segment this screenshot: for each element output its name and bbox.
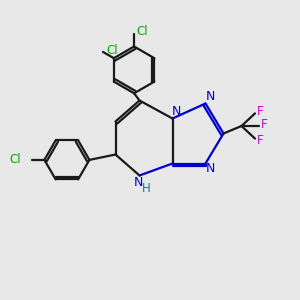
Text: Cl: Cl	[106, 44, 118, 57]
Text: Cl: Cl	[137, 25, 148, 38]
Text: H: H	[142, 182, 151, 195]
Text: F: F	[261, 118, 268, 131]
Text: N: N	[205, 90, 215, 104]
Text: N: N	[206, 162, 216, 176]
Text: F: F	[257, 105, 264, 119]
Text: N: N	[133, 176, 143, 189]
Text: N: N	[171, 105, 181, 119]
Text: Cl: Cl	[10, 153, 21, 167]
Text: F: F	[257, 134, 264, 147]
